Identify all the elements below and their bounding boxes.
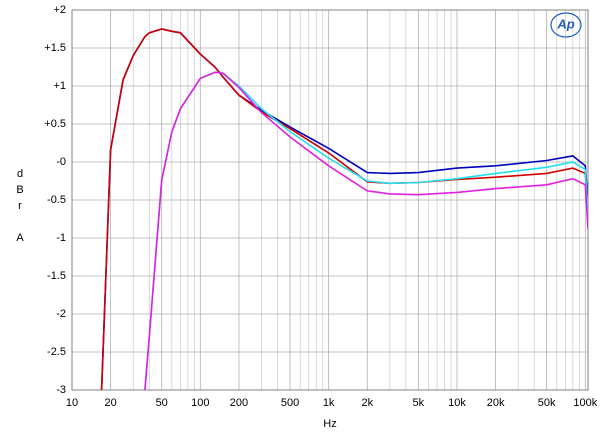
series-line — [144, 71, 588, 390]
x-tick-label: 50k — [538, 397, 556, 409]
y-axis-label: dBr A — [14, 168, 26, 248]
x-tick-label: 100 — [191, 397, 209, 409]
series-line — [100, 28, 588, 390]
y-tick-label: -0 — [56, 156, 66, 168]
y-tick-label: -1 — [56, 232, 66, 244]
x-tick-label: 10k — [448, 397, 466, 409]
y-tick-label: +1.5 — [44, 42, 66, 54]
x-tick-label: 5k — [413, 397, 425, 409]
x-tick-label: 20 — [105, 397, 117, 409]
y-tick-label: -2.5 — [47, 346, 66, 358]
y-tick-label: -1.5 — [47, 270, 66, 282]
y-tick-label: -2 — [56, 308, 66, 320]
x-axis-label: Hz — [323, 418, 336, 430]
y-tick-label: -0.5 — [47, 194, 66, 206]
series-line — [100, 28, 588, 390]
x-tick-label: 100k — [573, 397, 597, 409]
x-tick-label: 500 — [281, 397, 299, 409]
y-tick-label: +1 — [53, 80, 66, 92]
y-tick-label: +0.5 — [44, 118, 66, 130]
x-tick-label: 50 — [156, 397, 168, 409]
logo-ring — [550, 12, 582, 38]
series-line — [144, 71, 588, 390]
logo: Ap — [556, 16, 574, 31]
x-tick-label: 2k — [361, 397, 373, 409]
x-tick-label: 10 — [66, 397, 78, 409]
x-tick-label: 1k — [323, 397, 335, 409]
y-tick-label: +2 — [53, 4, 66, 16]
y-tick-label: -3 — [56, 384, 66, 396]
x-tick-label: 200 — [230, 397, 248, 409]
x-tick-label: 20k — [487, 397, 505, 409]
